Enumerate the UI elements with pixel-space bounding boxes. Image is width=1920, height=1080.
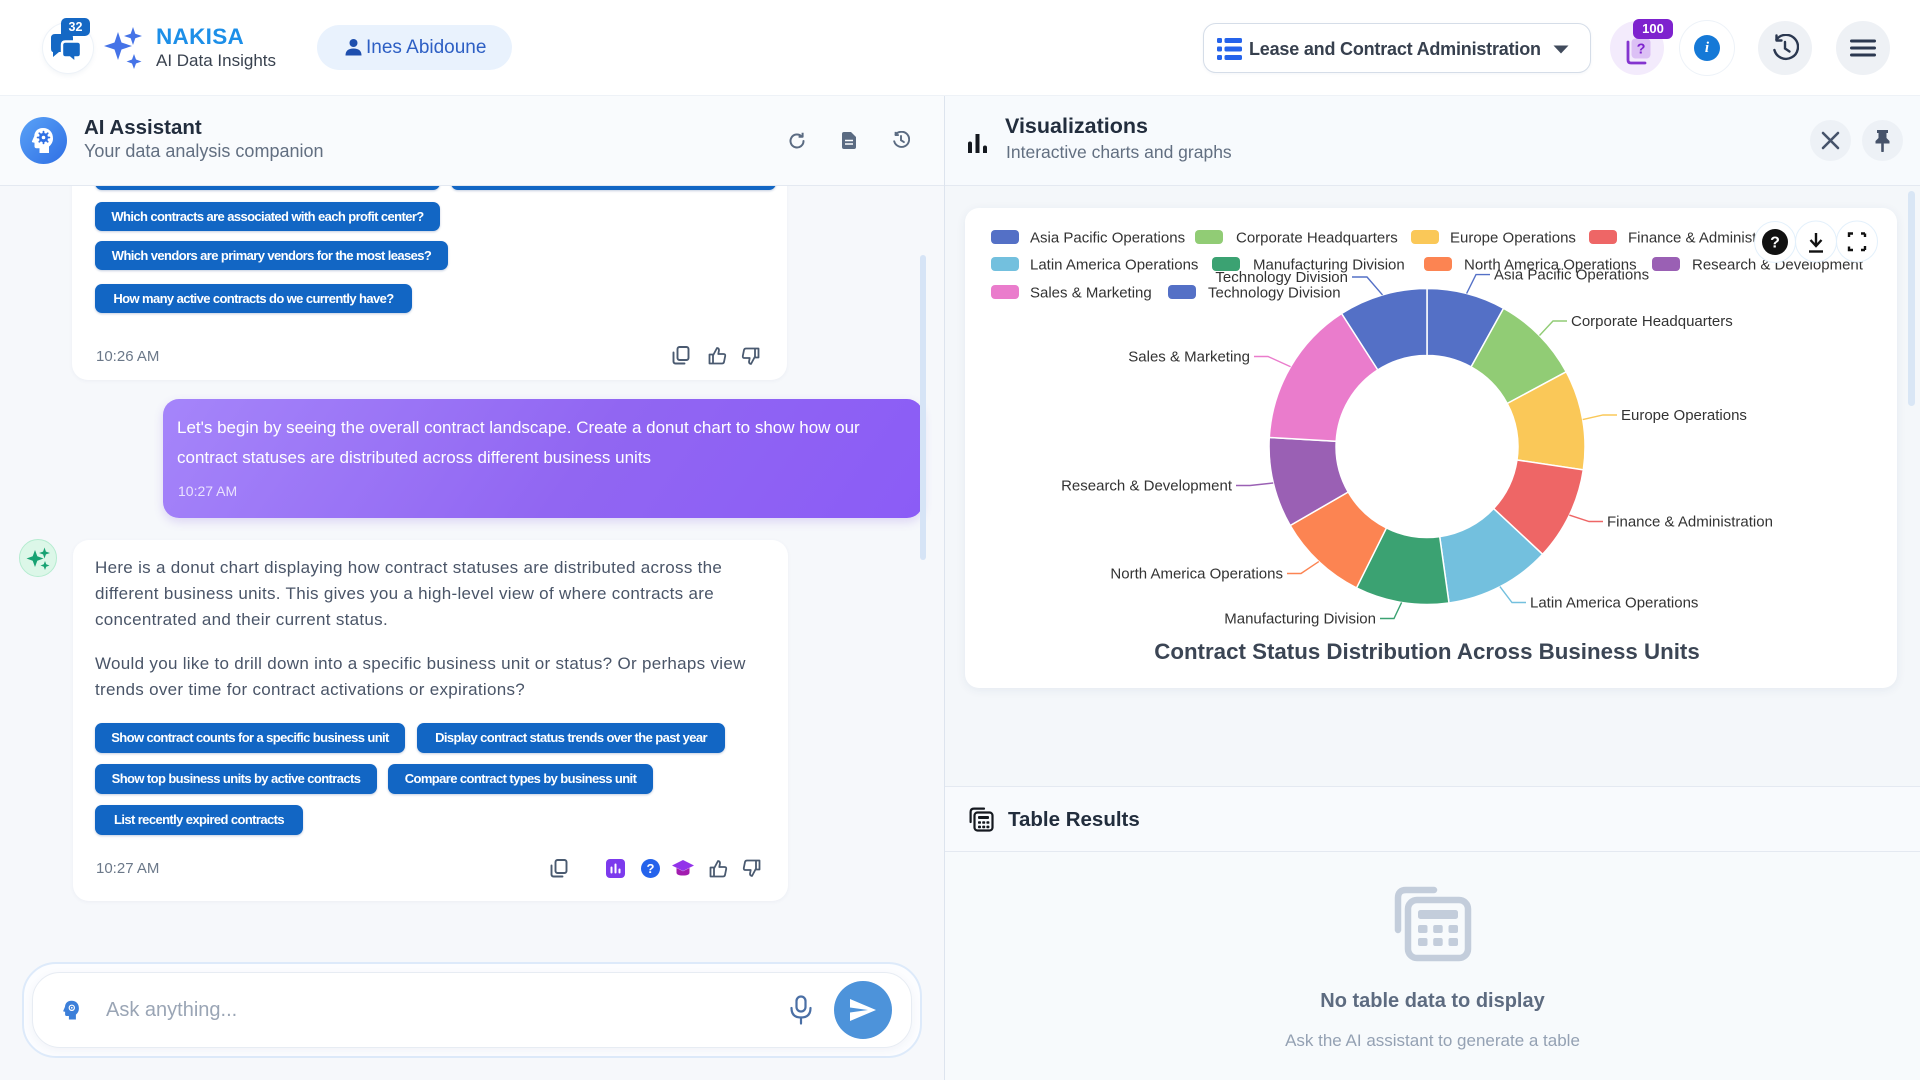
svg-text:Latin America Operations: Latin America Operations [1530, 595, 1698, 612]
svg-text:?: ? [1637, 42, 1646, 58]
svg-text:Finance & Administration: Finance & Administration [1628, 229, 1794, 246]
svg-text:Asia Pacific Operations: Asia Pacific Operations [1030, 229, 1185, 246]
svg-text:Corporate Headquarters: Corporate Headquarters [1571, 313, 1733, 330]
svg-text:Technology Division: Technology Division [1208, 284, 1341, 301]
svg-text:Technology Division: Technology Division [1215, 269, 1348, 286]
svg-text:?: ? [1770, 235, 1780, 252]
svg-text:North America Operations: North America Operations [1464, 256, 1637, 273]
svg-text:Sales & Marketing: Sales & Marketing [1128, 349, 1250, 366]
svg-text:Latin America Operations: Latin America Operations [1030, 256, 1198, 273]
svg-text:Contract Status Distribution A: Contract Status Distribution Across Busi… [1154, 639, 1700, 664]
svg-text:Asia Pacific Operations: Asia Pacific Operations [1494, 267, 1649, 284]
svg-text:North America Operations: North America Operations [1110, 566, 1283, 583]
svg-text:Finance & Administration: Finance & Administration [1607, 514, 1773, 531]
svg-text:Manufacturing Division: Manufacturing Division [1253, 256, 1405, 273]
svg-text:Sales & Marketing: Sales & Marketing [1030, 284, 1152, 301]
svg-text:Europe Operations: Europe Operations [1450, 229, 1576, 246]
svg-text:?: ? [647, 861, 655, 876]
svg-text:Research & Development: Research & Development [1061, 478, 1233, 495]
svg-text:Europe Operations: Europe Operations [1621, 407, 1747, 424]
svg-text:Corporate Headquarters: Corporate Headquarters [1236, 229, 1398, 246]
svg-text:Manufacturing Division: Manufacturing Division [1224, 611, 1376, 628]
